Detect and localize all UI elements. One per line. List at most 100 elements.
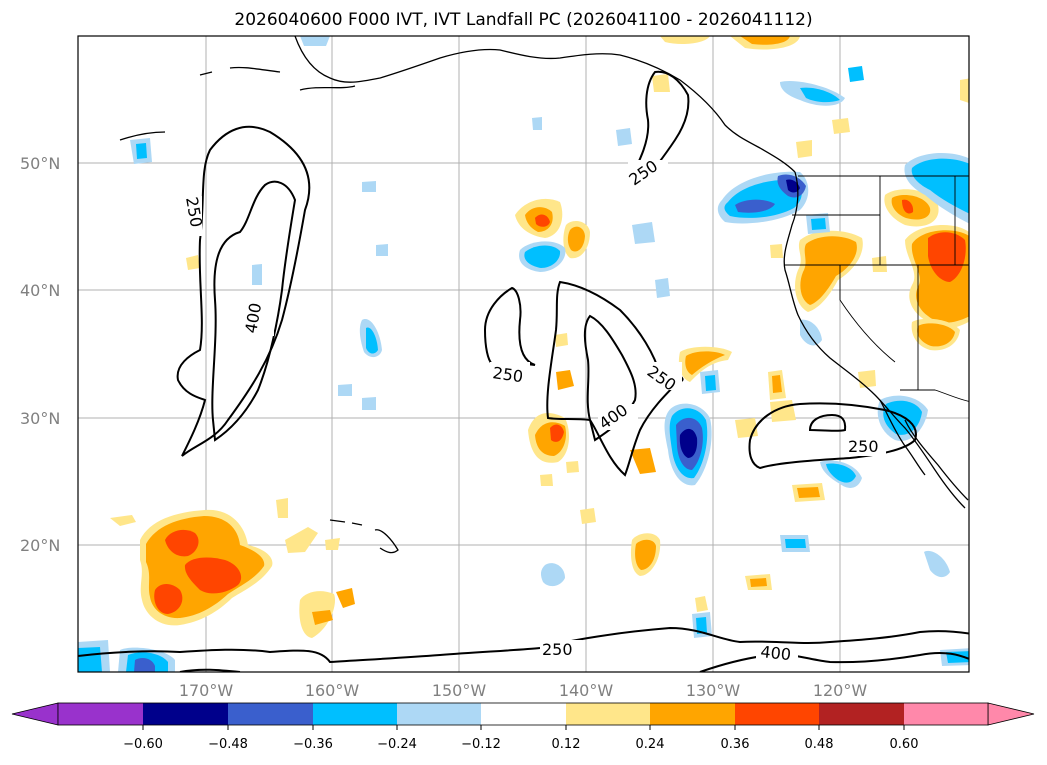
patch-cent-b1 — [524, 245, 561, 268]
lat-label-50n: 50°N — [20, 154, 60, 173]
patch-cent-b5 — [826, 463, 856, 483]
patch-misc-13 — [362, 397, 376, 410]
patch-southwest-red-1 — [165, 529, 199, 557]
lon-label-140w: 140°W — [559, 681, 614, 700]
patch-west-2c — [902, 199, 914, 214]
patch-top-2 — [660, 36, 710, 44]
patch-central-1c — [535, 214, 550, 227]
contour-250-south — [78, 626, 969, 664]
colorbar-seg-2 — [143, 703, 228, 725]
colorbar-seg-3 — [228, 703, 313, 725]
colorbar-tick-7: 0.24 — [636, 737, 665, 752]
longitude-labels: 170°W 160°W 150°W 140°W 130°W 120°W — [179, 681, 868, 700]
contour-400-northwest — [211, 180, 297, 442]
map-area: 250 400 250 250 250 400 250 250 400 — [78, 36, 969, 672]
borders — [785, 175, 969, 402]
patch-east-6 — [695, 596, 708, 612]
contour-250-northwest — [176, 125, 311, 457]
colorbar-seg-1 — [58, 703, 143, 725]
patch-pnw-medblue — [735, 199, 775, 213]
coastlines — [119, 36, 969, 554]
patch-cent-b6 — [785, 539, 806, 548]
patch-misc-12 — [338, 384, 352, 396]
patch-west-6 — [796, 140, 812, 158]
patch-west-8 — [770, 244, 783, 258]
patch-southwest-red-3 — [154, 584, 183, 614]
patch-top-3 — [960, 78, 969, 103]
patch-misc-16 — [376, 244, 388, 256]
contour-250-mid-left — [483, 286, 536, 368]
lon-label-150w: 150°W — [432, 681, 487, 700]
patch-west-1b — [800, 236, 857, 305]
colorbar-tick-2: −0.48 — [208, 737, 248, 752]
patch-top-4 — [652, 74, 670, 92]
patch-top-blue — [300, 36, 330, 46]
colorbar-seg-6 — [481, 703, 566, 725]
contour-labels: 250 400 250 250 250 400 250 250 400 — [180, 156, 886, 664]
colorbar-tick-6: 0.12 — [552, 737, 581, 752]
patch-small-6 — [325, 538, 340, 550]
colorbar-tick-marks — [142, 725, 905, 730]
patch-west-5 — [832, 118, 850, 134]
patch-ne-2b — [800, 87, 840, 103]
patch-southwest-red-2 — [184, 557, 242, 594]
state-border-nv-ca — [839, 265, 896, 363]
patch-east-4b — [750, 578, 767, 587]
patch-bottom-2b — [78, 647, 102, 672]
patch-misc-5b — [705, 375, 716, 391]
colorbar-extend-high — [987, 702, 1035, 726]
patch-west-3c — [928, 232, 966, 282]
contour-label-400-south: 400 — [760, 642, 792, 664]
patch-central-5 — [555, 333, 568, 347]
patch-misc-14 — [252, 264, 262, 285]
patch-misc-11 — [532, 117, 542, 130]
patch-central-9 — [580, 508, 596, 524]
colorbar-tick-9: 0.48 — [805, 737, 834, 752]
patch-misc-9b — [811, 218, 826, 230]
colorbar-tick-5: −0.12 — [461, 737, 501, 752]
colorbar-tick-10: 0.60 — [890, 737, 919, 752]
patch-east-2b — [772, 375, 782, 393]
patch-central-11 — [566, 461, 579, 473]
us-west-coast — [783, 171, 966, 509]
colorbar-seg-7 — [566, 703, 650, 725]
map-frame — [77, 35, 970, 673]
colorbar-tick-3: −0.36 — [293, 737, 333, 752]
colorbar-frame — [57, 702, 989, 726]
colorbar-seg-4 — [313, 703, 397, 725]
patch-east-5b — [797, 487, 820, 498]
aleutians — [119, 66, 356, 141]
patch-small-7 — [186, 255, 200, 270]
lat-label-20n: 20°N — [20, 536, 60, 555]
patch-misc-10b — [696, 617, 707, 634]
patch-cent-lb4 — [540, 563, 565, 587]
colorbar-seg-10 — [819, 703, 904, 725]
lon-label-170w: 170°W — [179, 681, 234, 700]
contour-label-250-south: 250 — [542, 640, 573, 659]
patch-pnw-navy2 — [786, 179, 800, 193]
patch-small-2 — [285, 527, 318, 553]
lat-label-40n: 40°N — [20, 281, 60, 300]
colorbar-tick-8: 0.36 — [721, 737, 750, 752]
lon-label-130w: 130°W — [686, 681, 741, 700]
lat-label-30n: 30°N — [20, 409, 60, 428]
hawaii — [329, 519, 399, 554]
colorbar-tick-1: −0.60 — [123, 737, 163, 752]
patch-small-1 — [110, 515, 136, 526]
patch-small-5 — [336, 588, 355, 608]
positive-anomaly-patches — [110, 36, 969, 638]
patch-misc-6 — [800, 319, 822, 346]
patch-central-3c — [550, 424, 564, 442]
latitude-labels: 50°N 40°N 30°N 20°N — [20, 154, 60, 555]
patch-misc-4 — [655, 278, 670, 298]
patch-west-7 — [872, 256, 887, 272]
patch-misc-7 — [924, 550, 950, 578]
lon-label-120w: 120°W — [813, 681, 868, 700]
alaska-coast — [294, 36, 796, 173]
colorbar-seg-8 — [650, 703, 735, 725]
patch-top-1b — [740, 36, 790, 45]
colorbar-tick-4: −0.24 — [377, 737, 417, 752]
patch-misc-3 — [632, 222, 655, 244]
colorbar-seg-11 — [904, 703, 988, 725]
